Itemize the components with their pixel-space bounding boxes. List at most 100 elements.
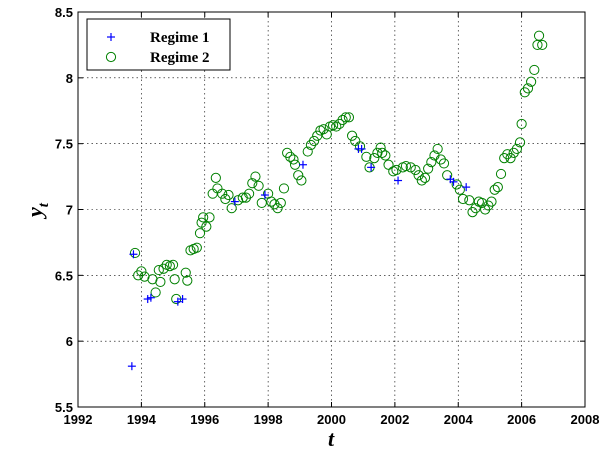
data-point <box>413 170 424 181</box>
legend-marker <box>105 51 117 63</box>
data-point <box>505 153 516 164</box>
x-tick-label: 2000 <box>317 412 346 427</box>
y-tick-label: 7 <box>66 203 73 218</box>
y-axis-label: yt <box>22 202 52 220</box>
data-point <box>514 137 526 148</box>
legend-label-regime-2: Regime 2 <box>150 50 210 66</box>
data-point <box>367 163 376 172</box>
data-point <box>139 271 150 282</box>
data-point <box>489 184 500 195</box>
data-point <box>432 143 443 155</box>
data-point <box>204 212 215 223</box>
data-point <box>212 183 223 194</box>
data-point <box>278 183 290 194</box>
data-point <box>526 76 537 87</box>
data-point <box>298 160 307 169</box>
data-point <box>232 195 244 206</box>
data-point <box>253 180 264 191</box>
data-point <box>169 274 180 285</box>
data-point <box>173 297 182 306</box>
data-point <box>391 164 402 176</box>
data-point <box>127 362 136 371</box>
data-point <box>147 274 158 285</box>
data-point <box>337 114 348 126</box>
data-point <box>423 163 434 174</box>
y-axis-label-main: y <box>22 207 47 220</box>
y-tick-label: 7.5 <box>55 137 73 152</box>
data-point <box>426 157 437 168</box>
grid <box>78 12 585 407</box>
data-point <box>416 175 427 186</box>
data-point <box>486 196 497 207</box>
data-point <box>410 164 421 176</box>
data-point <box>438 158 450 169</box>
data-point <box>201 221 212 232</box>
data-point <box>256 197 267 209</box>
data-point <box>464 195 475 206</box>
data-point <box>250 171 261 182</box>
y-tick-label: 6 <box>66 334 73 349</box>
data-point <box>275 197 286 209</box>
data-point <box>217 188 228 199</box>
data-point <box>146 293 155 302</box>
data-point <box>296 175 307 186</box>
series-regime-1 <box>127 144 471 371</box>
data-point <box>419 172 431 183</box>
data-point <box>405 162 416 173</box>
legend-marker <box>107 33 115 41</box>
data-point <box>150 287 161 298</box>
y-tick-label: 6.5 <box>55 268 73 283</box>
data-point <box>537 39 548 51</box>
data-point <box>155 276 166 288</box>
axis-ticks: 1992 1994 1996 1998 2000 2002 2004 2006 2008 5.5 6… <box>55 5 600 427</box>
legend-marker-regime-1 <box>107 33 115 41</box>
data-point <box>194 228 206 239</box>
data-point <box>442 170 453 181</box>
x-tick-label: 1996 <box>190 412 219 427</box>
data-point <box>394 176 403 185</box>
data-point <box>340 112 351 123</box>
y-tick-label: 8 <box>66 71 73 86</box>
data-point <box>288 154 299 165</box>
data-point <box>302 146 313 157</box>
data-point <box>308 135 320 147</box>
data-point <box>454 184 465 195</box>
data-point <box>260 191 269 200</box>
data-point <box>380 150 391 161</box>
svg-text:yt: yt <box>22 202 52 220</box>
data-point <box>230 197 239 206</box>
x-tick-label: 1998 <box>254 412 283 427</box>
data-point <box>285 151 296 162</box>
data-point <box>400 160 412 172</box>
data-point <box>529 64 540 76</box>
data-point <box>372 147 383 158</box>
data-point <box>182 275 193 286</box>
legend-label-regime-1: Regime 1 <box>150 30 210 46</box>
x-tick-label: 2008 <box>571 412 600 427</box>
x-axis-label: t <box>328 426 335 451</box>
y-tick-label: 5.5 <box>55 400 73 415</box>
data-point <box>247 178 258 189</box>
data-point <box>346 130 358 141</box>
legend-marker-regime-2 <box>105 51 117 63</box>
data-point <box>354 141 366 152</box>
data-point <box>449 177 458 186</box>
data-point <box>451 179 462 190</box>
data-point <box>369 153 380 164</box>
y-tick-label: 8.5 <box>55 5 73 20</box>
data-point <box>272 203 283 214</box>
data-point <box>167 259 179 270</box>
data-point <box>516 118 527 130</box>
data-point <box>495 168 507 180</box>
data-point <box>361 151 372 162</box>
x-tick-label: 1992 <box>64 412 93 427</box>
data-point <box>318 124 329 135</box>
data-point <box>226 203 237 214</box>
data-point <box>343 112 355 123</box>
data-point <box>244 188 255 199</box>
x-tick-label: 1994 <box>127 412 157 427</box>
data-point <box>375 142 386 153</box>
data-point <box>191 242 202 253</box>
data-point <box>533 30 545 41</box>
